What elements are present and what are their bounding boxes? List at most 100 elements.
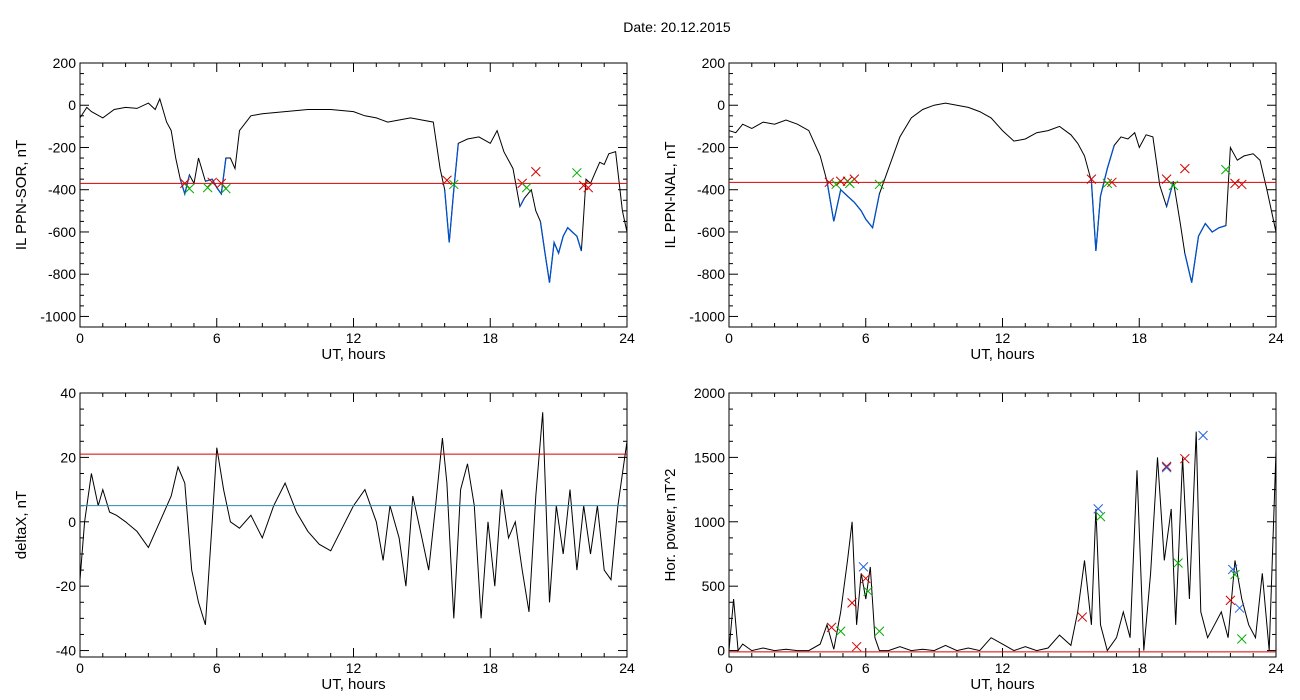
- x-tick-label: 18: [482, 660, 498, 676]
- series-trace: [729, 431, 1276, 653]
- event-cross-green: [831, 179, 841, 190]
- plot-frame: [79, 392, 628, 658]
- x-tick-label: 18: [1131, 330, 1147, 346]
- event-cross-green: [1173, 558, 1183, 568]
- x-tick-label: 24: [619, 660, 635, 676]
- event-cross-red: [824, 177, 835, 188]
- x-tick-label: 12: [995, 660, 1011, 676]
- y-tick-label: 500: [702, 578, 726, 594]
- panel-deltax: 0 6 12 18 24 40 20 0 -20 -40 UT, hours deltaX, nT: [13, 385, 635, 693]
- event-cross-red: [216, 178, 227, 189]
- x-tick-label: 24: [619, 330, 635, 346]
- plot-frame: [728, 392, 1277, 658]
- highlight-segment: [444, 143, 459, 243]
- x-tick-label: 12: [995, 330, 1011, 346]
- plot-frame: [79, 62, 628, 328]
- event-cross-blue: [858, 562, 869, 572]
- event-cross-green: [572, 167, 582, 178]
- event-cross-red: [826, 622, 837, 633]
- highlight-segment: [179, 174, 191, 197]
- y-axis-label: IL PPN-SOR, nT: [13, 140, 30, 250]
- highlight-segment: [1090, 145, 1115, 252]
- x-tick-label: 18: [1131, 660, 1147, 676]
- x-tick-label: 6: [213, 330, 221, 346]
- y-tick-label: 200: [53, 55, 77, 71]
- y-tick-label: 2000: [694, 385, 725, 401]
- highlight-segment: [1165, 181, 1175, 207]
- y-tick-label: 40: [60, 385, 76, 401]
- event-cross-green: [448, 179, 459, 190]
- event-cross-green: [835, 626, 846, 637]
- y-tick-label: 20: [60, 449, 76, 465]
- highlight-segment: [826, 181, 881, 230]
- y-tick-label: -800: [48, 266, 76, 282]
- event-cross-green: [202, 182, 213, 193]
- event-cross-blue: [1161, 462, 1172, 473]
- x-tick-label: 6: [862, 660, 870, 676]
- plot-frame: [728, 62, 1277, 328]
- event-cross-green: [844, 178, 855, 189]
- y-tick-label: 1500: [694, 449, 725, 465]
- event-cross-red: [1225, 595, 1236, 606]
- plot-area: [80, 97, 627, 283]
- x-tick-label: 24: [1268, 330, 1284, 346]
- event-cross-red: [860, 573, 871, 584]
- plot-area: [729, 430, 1276, 653]
- y-tick-label: -40: [56, 643, 76, 659]
- y-tick-label: -600: [48, 224, 76, 240]
- y-tick-label: -1000: [689, 308, 725, 324]
- event-cross-red: [442, 175, 452, 186]
- event-cross-red: [1236, 179, 1247, 190]
- y-tick-label: 0: [68, 514, 76, 530]
- event-cross-red: [530, 166, 541, 177]
- x-axis-label: UT, hours: [321, 676, 385, 693]
- y-tick-label: 0: [717, 643, 725, 659]
- highlight-segment: [539, 221, 583, 283]
- y-tick-label: 0: [68, 97, 76, 113]
- x-tick-label: 6: [862, 330, 870, 346]
- event-cross-red: [851, 641, 862, 652]
- event-cross-green: [1102, 178, 1113, 189]
- x-tick-label: 0: [76, 660, 84, 676]
- event-cross-green: [521, 182, 532, 193]
- x-axis-label: UT, hours: [970, 676, 1034, 693]
- panel-il-ppn-nal: 0 6 12 18 24 200 0 -200 -400 -600 -800 -1000 UT, hou…: [662, 55, 1284, 363]
- x-tick-label: 12: [346, 660, 362, 676]
- x-tick-label: 6: [213, 660, 221, 676]
- page-title: Date: 20.12.2015: [623, 19, 731, 35]
- x-tick-label: 0: [725, 660, 733, 676]
- y-axis-label: Hor. power, nT^2: [662, 469, 679, 582]
- event-cross-red: [1161, 461, 1172, 472]
- x-tick-label: 18: [482, 330, 498, 346]
- event-cross-blue: [1234, 603, 1245, 613]
- y-axis-label: deltaX, nT: [13, 491, 30, 559]
- highlight-segment: [1184, 222, 1227, 283]
- x-tick-label: 24: [1268, 660, 1284, 676]
- x-axis-label: UT, hours: [321, 346, 385, 363]
- y-tick-label: -400: [48, 182, 76, 198]
- y-tick-label: 1000: [694, 514, 725, 530]
- event-cross-green: [1168, 180, 1179, 191]
- series-trace: [80, 412, 627, 625]
- event-cross-red: [207, 177, 218, 188]
- y-tick-label: -200: [48, 139, 76, 155]
- event-cross-red: [1077, 612, 1088, 622]
- event-cross-blue: [1093, 504, 1104, 514]
- event-cross-green: [863, 586, 873, 597]
- y-tick-label: -1000: [40, 308, 76, 324]
- event-cross-green: [1221, 164, 1231, 175]
- event-cross-green: [874, 626, 885, 637]
- y-tick-label: -400: [697, 182, 725, 198]
- event-cross-green: [1230, 569, 1240, 580]
- event-cross-red: [1179, 453, 1190, 464]
- event-cross-green: [221, 183, 231, 194]
- event-cross-red: [847, 598, 857, 608]
- y-tick-label: -20: [56, 578, 76, 594]
- x-tick-label: 0: [725, 330, 733, 346]
- event-cross-green: [1236, 634, 1247, 644]
- y-tick-label: -800: [697, 266, 725, 282]
- event-cross-green: [874, 179, 885, 190]
- y-tick-label: -200: [697, 139, 725, 155]
- plot-area: [729, 102, 1276, 283]
